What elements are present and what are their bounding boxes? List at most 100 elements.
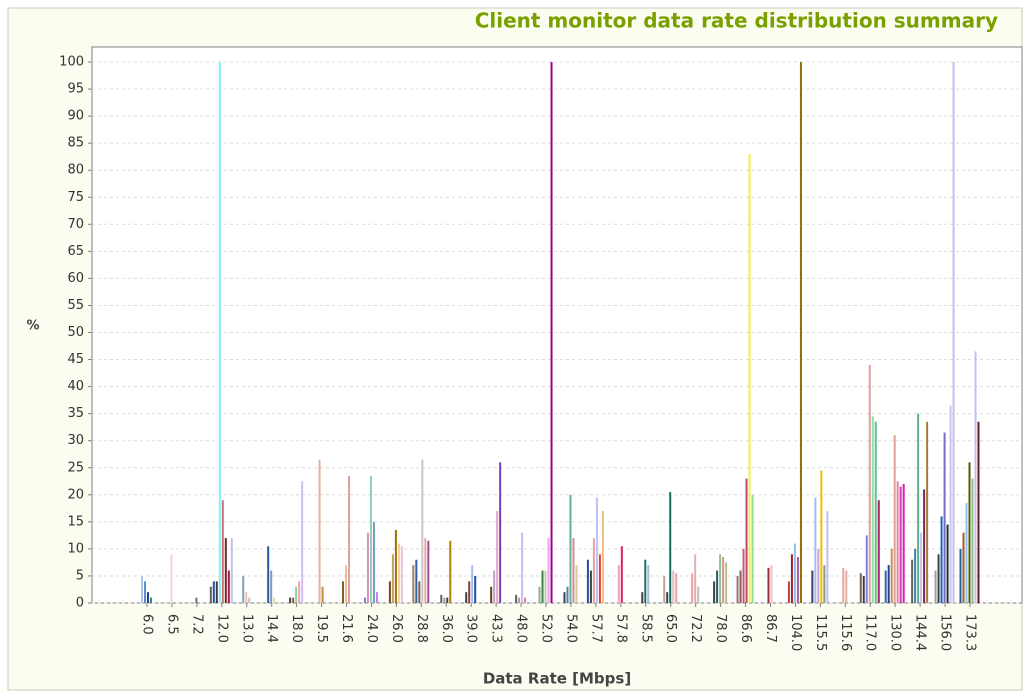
bar (267, 546, 270, 603)
bar (917, 413, 920, 603)
bar (890, 548, 893, 603)
bar (521, 532, 524, 603)
bar (719, 554, 722, 603)
x-tick-label: 7.2 (189, 614, 204, 635)
y-tick-label: 50 (67, 325, 84, 340)
bar (412, 565, 415, 603)
bar (150, 597, 152, 603)
bar (697, 586, 700, 603)
bar (221, 500, 224, 603)
bar (826, 511, 829, 603)
bar (974, 351, 977, 603)
y-tick-label: 25 (67, 460, 84, 475)
bar (215, 581, 218, 603)
bar (209, 586, 212, 603)
bar (977, 421, 980, 603)
y-tick-label: 100 (59, 55, 84, 70)
bar (899, 486, 902, 603)
bar (298, 581, 301, 603)
x-tick-label: 156.0 (938, 614, 953, 651)
bar (820, 470, 823, 603)
bar (923, 489, 926, 603)
bar (372, 521, 375, 603)
bar (787, 581, 790, 603)
bar (465, 592, 468, 603)
bar (940, 516, 943, 603)
x-tick-label: 115.6 (838, 614, 853, 651)
bar (672, 570, 675, 603)
x-tick-label: 57.7 (588, 614, 603, 643)
bar (811, 570, 814, 603)
bar (292, 597, 295, 603)
bar (566, 586, 569, 603)
bar (770, 565, 773, 603)
x-tick-label: 72.2 (688, 614, 703, 643)
bar (212, 581, 215, 603)
x-tick-label: 117.0 (863, 614, 878, 651)
bar (499, 462, 502, 603)
bar (348, 475, 351, 603)
bar (644, 559, 647, 603)
bar (943, 432, 946, 603)
y-tick-label: 95 (67, 82, 84, 97)
x-tick-label: 24.0 (364, 614, 379, 643)
bar (218, 62, 221, 603)
x-tick-label: 54.0 (563, 614, 578, 643)
y-tick-label: 45 (67, 352, 84, 367)
bar (647, 565, 650, 603)
bar (952, 62, 955, 603)
bar (617, 565, 620, 603)
bar (817, 548, 820, 603)
y-tick-label: 55 (67, 298, 84, 313)
bar (321, 586, 324, 603)
bar (937, 554, 940, 603)
x-tick-label: 36.0 (439, 614, 454, 643)
bar (971, 478, 974, 603)
bar (242, 575, 245, 603)
bar (694, 554, 697, 603)
bar (663, 575, 666, 603)
bar (273, 597, 276, 603)
bar (474, 575, 477, 603)
bar (877, 500, 880, 603)
bar (248, 597, 251, 603)
bar (342, 581, 345, 603)
bar (449, 540, 452, 603)
bar (868, 364, 871, 603)
bar (170, 554, 173, 603)
bar (874, 421, 877, 603)
bar (742, 548, 745, 603)
bar (547, 538, 550, 603)
bar (911, 559, 914, 603)
x-tick-label: 104.0 (788, 614, 803, 651)
bar (345, 565, 348, 603)
bar (716, 570, 719, 603)
bar (524, 597, 527, 603)
bar (814, 497, 817, 603)
bar (363, 597, 366, 603)
bar (400, 546, 403, 603)
bar (575, 565, 578, 603)
bar (375, 592, 378, 603)
bar (418, 581, 421, 603)
bar (751, 494, 754, 603)
bar (446, 597, 449, 603)
y-tick-label: 40 (67, 379, 84, 394)
bar (884, 570, 887, 603)
bar (569, 494, 572, 603)
bar (289, 597, 292, 603)
x-tick-label: 6.5 (164, 614, 179, 635)
y-tick-label: 60 (67, 271, 84, 286)
bar (224, 538, 227, 603)
bar (424, 538, 427, 603)
x-tick-label: 115.5 (813, 614, 828, 651)
y-tick-label: 35 (67, 406, 84, 421)
bar (920, 532, 923, 603)
bar (871, 416, 874, 603)
bar (369, 475, 372, 603)
x-tick-label: 86.6 (738, 614, 753, 643)
bar (301, 481, 304, 603)
x-tick-label: 130.0 (888, 614, 903, 651)
bar (391, 554, 394, 603)
